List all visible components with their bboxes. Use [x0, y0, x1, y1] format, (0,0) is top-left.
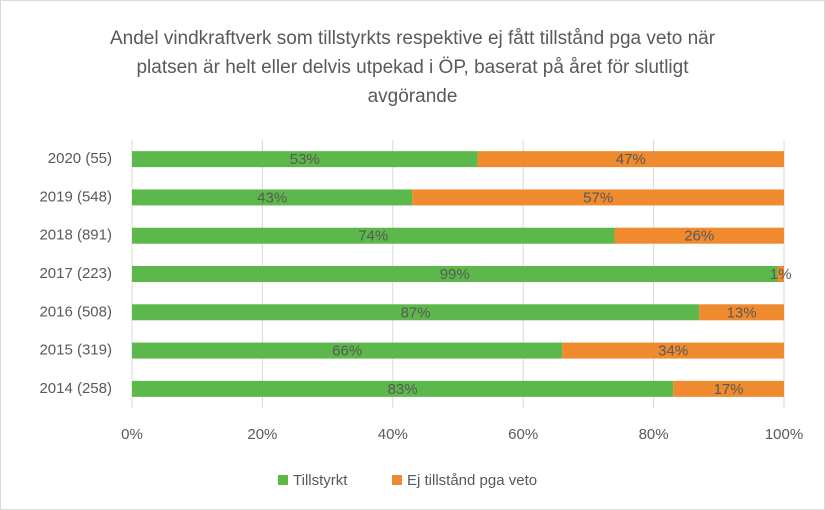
- y-tick-label: 2020 (55): [48, 150, 112, 167]
- legend-label: Tillstyrkt: [293, 472, 348, 489]
- data-label: 1%: [770, 266, 792, 283]
- legend-swatch: [278, 475, 288, 485]
- bar-segment: [132, 189, 413, 206]
- bar-segment: [477, 151, 784, 168]
- legend-swatch: [392, 475, 402, 485]
- data-label: 17%: [714, 381, 744, 398]
- data-label: 53%: [290, 151, 320, 168]
- y-tick-label: 2015 (319): [39, 342, 112, 359]
- legend-label: Ej tillstånd pga veto: [407, 472, 537, 489]
- data-label: 47%: [616, 151, 646, 168]
- bar-segment: [132, 266, 778, 282]
- data-label: 43%: [257, 189, 287, 206]
- x-tick-label: 0%: [121, 426, 143, 443]
- x-tick-label: 80%: [639, 426, 669, 443]
- y-tick-label: 2016 (508): [39, 303, 112, 320]
- y-tick-label: 2014 (258): [39, 380, 112, 397]
- data-label: 34%: [658, 343, 688, 360]
- chart-title: Andel vindkraftverk som tillstyrkts resp…: [109, 28, 716, 107]
- data-label: 26%: [684, 228, 714, 245]
- bar-segment: [777, 266, 784, 282]
- bar-segment: [562, 342, 784, 359]
- data-label: 13%: [727, 304, 757, 321]
- bar-segment: [132, 342, 563, 359]
- data-label: 74%: [358, 228, 388, 245]
- x-tick-label: 40%: [378, 426, 408, 443]
- y-tick-label: 2018 (891): [39, 227, 112, 244]
- data-label: 57%: [583, 189, 613, 206]
- bar-segment: [673, 380, 784, 397]
- bar-segment: [132, 227, 615, 244]
- data-label: 87%: [401, 304, 431, 321]
- x-tick-label: 100%: [765, 426, 803, 443]
- y-tick-label: 2019 (548): [39, 188, 112, 205]
- data-label: 83%: [388, 381, 418, 398]
- data-label: 99%: [440, 266, 470, 283]
- bar-segment: [132, 304, 700, 321]
- bar-segment: [412, 189, 784, 206]
- bar-segment: [614, 227, 784, 244]
- bar-segment: [132, 380, 674, 397]
- bar-segment: [699, 304, 784, 321]
- x-tick-label: 20%: [247, 426, 277, 443]
- y-tick-label: 2017 (223): [39, 265, 112, 282]
- x-tick-label: 60%: [508, 426, 538, 443]
- data-label: 66%: [332, 343, 362, 360]
- bar-segment: [132, 151, 478, 168]
